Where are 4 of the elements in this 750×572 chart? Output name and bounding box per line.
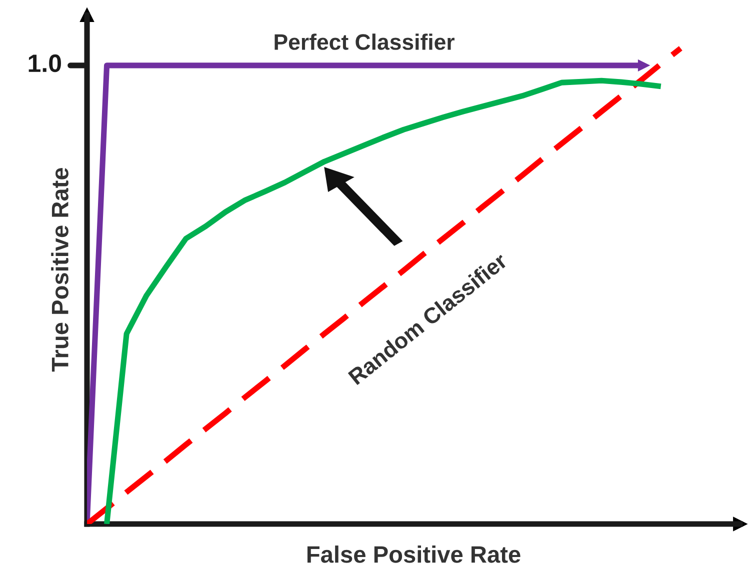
annotation: Perfect Classifier xyxy=(274,34,454,50)
text: 1.0 xyxy=(28,54,61,72)
y-axis-title: True Positive Rate xyxy=(51,168,68,372)
x-axis-title: False Positive Rate xyxy=(307,546,520,563)
